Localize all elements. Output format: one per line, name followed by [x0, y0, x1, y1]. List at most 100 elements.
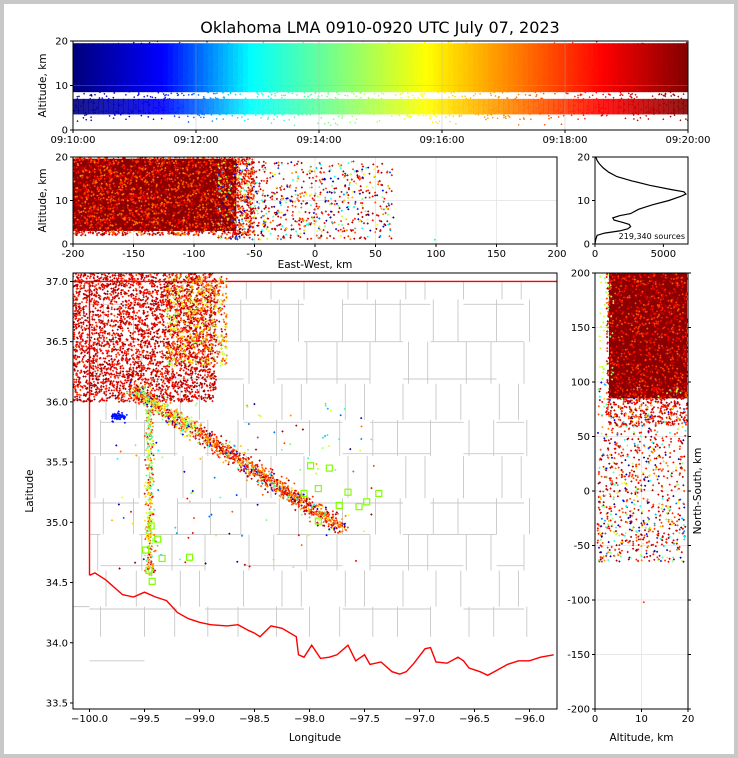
- north-south-sources-color-group: [669, 473, 672, 477]
- plan-view-sources-color-group: [209, 443, 212, 446]
- time-height-band: [318, 98, 324, 115]
- north-south-sources-color-group: [632, 498, 636, 502]
- east-west-sources-color-group: [324, 196, 327, 199]
- time-height-sources-color-group: [596, 77, 599, 79]
- time-height-sources-color-group: [429, 56, 432, 66]
- time-height-band: [328, 98, 334, 115]
- east-west-sources-color-group: [254, 190, 258, 193]
- time-height-sources-color-group: [504, 115, 507, 118]
- east-west-sources-color-group: [323, 225, 327, 228]
- east-west-sources-color-group: [329, 168, 332, 171]
- time-height-sources-color-group: [216, 97, 219, 101]
- east-west-sources-color-group: [362, 173, 366, 176]
- time-height-band: [138, 98, 144, 115]
- time-height-sources-color-group: [175, 110, 178, 113]
- plan-view-sources-color-group: [151, 402, 155, 405]
- north-south-sources-color-group: [641, 542, 645, 545]
- north-south-sources-color-group: [667, 410, 670, 414]
- time-height-sources-color-group: [302, 41, 305, 44]
- plan-view-sources-color-group: [321, 436, 325, 439]
- time-height-sources-color-group: [400, 96, 403, 99]
- plan-view-sources-color-group: [180, 350, 183, 353]
- time-height-sources-color-group: [409, 48, 411, 51]
- east-west-sources-color-group: [366, 235, 369, 238]
- time-height-band: [128, 43, 134, 93]
- east-west-sources-color-group: [244, 194, 247, 197]
- time-height-band: [668, 43, 674, 93]
- east-west-sources-color-group: [220, 218, 223, 221]
- time-height-sources-color-group: [167, 64, 170, 67]
- east-west-sources-color-group: [337, 223, 340, 226]
- east-west-xtick-label: 150: [487, 249, 506, 260]
- north-south-sources-color-group: [607, 451, 654, 554]
- time-height-sources-color-group: [631, 79, 634, 82]
- lma-station-marker: [355, 503, 363, 511]
- time-height-sources-color-group: [231, 49, 234, 117]
- time-height-sources-color-group: [399, 89, 402, 92]
- plan-view-sources-color-group: [188, 423, 191, 427]
- plan-view-sources-color-group: [219, 347, 223, 350]
- plan-view-xtick-label: −98.0: [294, 714, 325, 725]
- time-height-sources-color-group: [554, 66, 558, 82]
- altitude-histogram-ytick-label: 0: [584, 240, 590, 251]
- time-height-sources-color-group: [349, 42, 351, 45]
- time-height-band: [628, 43, 634, 93]
- time-height-sources-color-group: [207, 91, 210, 94]
- north-south-sources-color-group: [682, 523, 685, 527]
- plan-view-sources-color-group: [221, 352, 224, 356]
- north-south-sources-color-group: [675, 466, 678, 469]
- plan-view-sources-color-group: [117, 503, 121, 506]
- east-west-sources-color-group: [224, 186, 227, 189]
- east-west-ytick-label: 10: [55, 196, 68, 207]
- time-height-sources-color-group: [411, 59, 414, 62]
- time-height-sources-color-group: [216, 79, 219, 83]
- time-height-sources-color-group: [462, 66, 465, 69]
- county-line: [298, 281, 310, 637]
- plan-view-sources-color-group: [150, 477, 153, 480]
- time-height-sources-color-group: [379, 67, 382, 70]
- time-height-band: [243, 43, 249, 93]
- north-south-sources-color-group: [597, 388, 600, 391]
- time-height-sources-color-group: [394, 53, 397, 96]
- time-height-sources-color-group: [458, 114, 461, 118]
- east-west-sources-color-group: [220, 162, 223, 165]
- plan-view-sources-color-group: [256, 503, 259, 506]
- time-height-band: [103, 98, 109, 115]
- north-south-sources-color-group: [647, 519, 650, 522]
- time-height-band: [318, 43, 324, 93]
- time-height-sources-color-group: [487, 55, 491, 111]
- time-height-band: [603, 98, 609, 115]
- time-height-sources-color-group: [371, 97, 374, 100]
- plan-view-sources-color-group: [159, 412, 162, 415]
- north-south-sources-color-group: [624, 412, 628, 416]
- plan-view-sources-color-group: [149, 411, 152, 414]
- north-south-sources-color-group: [603, 383, 606, 386]
- time-height-sources-color-group: [298, 81, 301, 84]
- plan-view-sources-color-group: [269, 484, 272, 487]
- time-height-band: [448, 43, 454, 93]
- north-south-sources-color-group: [599, 346, 602, 350]
- time-height-sources-color-group: [286, 62, 289, 65]
- time-height-sources-color-group: [295, 86, 298, 89]
- plan-view-sources-color-group: [122, 415, 125, 418]
- time-height-sources-color-group: [382, 73, 385, 76]
- plan-view-sources-color-group: [185, 420, 189, 423]
- plan-view-sources-color-group: [180, 429, 184, 432]
- time-height-sources-color-group: [290, 61, 293, 64]
- plan-view-sources-color-group: [254, 468, 257, 471]
- time-height-sources-color-group: [528, 67, 531, 85]
- time-height-band: [473, 43, 479, 93]
- time-height-sources-color-group: [465, 42, 468, 100]
- north-south-sources-color-group: [638, 404, 642, 407]
- east-west-sources-color-group: [220, 228, 223, 231]
- plan-view-sources-color-group: [205, 330, 209, 333]
- plan-view-sources-color-group: [123, 417, 126, 420]
- time-height-sources-color-group: [185, 72, 188, 77]
- plan-view-sources-color-group: [148, 351, 186, 563]
- plan-view-sources-color-group: [151, 483, 155, 486]
- plan-view-sources-color-group: [151, 492, 154, 495]
- east-west-sources-color-group: [273, 205, 276, 208]
- north-south-sources-color-group: [683, 535, 686, 538]
- east-west-sources-color-group: [353, 170, 357, 173]
- county-line: [364, 281, 376, 637]
